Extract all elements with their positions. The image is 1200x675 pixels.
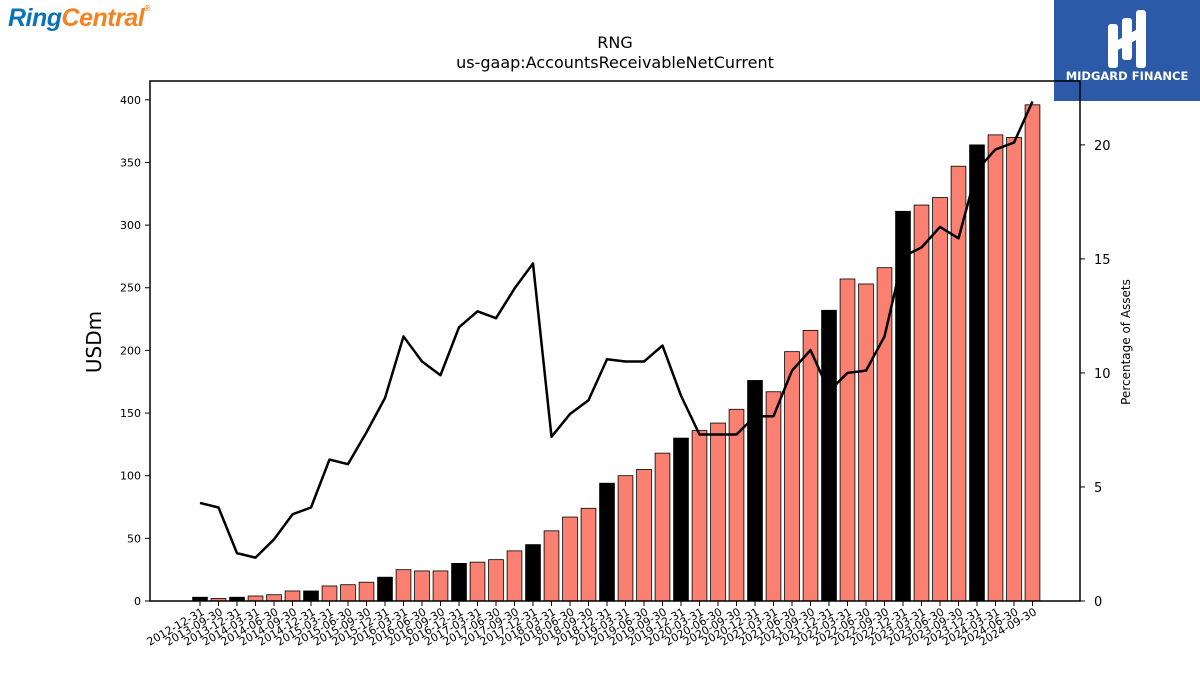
bar — [932, 197, 948, 602]
bar — [340, 584, 356, 602]
ringcentral-logo: RingCentral® — [8, 4, 150, 32]
bar — [747, 380, 763, 602]
bar — [950, 165, 967, 602]
bar — [636, 469, 652, 602]
bar — [858, 283, 874, 602]
y2-tick-label: 15 — [1094, 253, 1111, 268]
y-axis-label: USDm — [82, 311, 106, 373]
y2-tick-label: 10 — [1094, 367, 1111, 382]
y-tick-label: 150 — [120, 407, 141, 420]
bar — [784, 351, 800, 602]
bar — [654, 452, 671, 602]
y2-tick-label: 5 — [1094, 481, 1102, 496]
bar — [358, 581, 375, 602]
bar — [247, 595, 264, 602]
bar — [488, 559, 504, 602]
bar — [728, 408, 745, 602]
bar — [691, 430, 708, 602]
bar — [969, 144, 985, 602]
bar — [802, 329, 819, 602]
bar — [321, 585, 338, 602]
bar — [765, 391, 782, 602]
bar — [913, 204, 930, 602]
bar — [1006, 136, 1022, 602]
chart-title: RNG — [597, 33, 632, 52]
bar — [839, 278, 856, 602]
bar — [432, 570, 449, 602]
bar — [895, 210, 911, 602]
y2-axis-label: Percentage of Assets — [1119, 279, 1133, 405]
plot-frame — [149, 80, 1081, 602]
bar — [543, 530, 560, 602]
bar — [303, 590, 319, 602]
bar — [599, 482, 615, 602]
bar — [469, 561, 486, 602]
bar — [580, 507, 597, 602]
percentage-line — [199, 101, 1034, 559]
bar — [617, 475, 634, 602]
bar — [525, 544, 541, 602]
midgard-finance-badge: MIDGARD FINANCE — [1054, 0, 1200, 101]
y-tick-label: 400 — [120, 94, 141, 107]
bar — [377, 576, 393, 602]
bar — [821, 309, 837, 602]
y-tick-label: 350 — [120, 156, 141, 169]
bar — [710, 422, 726, 602]
y-tick-label: 300 — [120, 219, 141, 232]
bar — [506, 550, 523, 602]
bar — [284, 590, 301, 602]
bar — [1024, 104, 1041, 602]
y-tick-label: 250 — [120, 282, 141, 295]
y-tick-label: 200 — [120, 344, 141, 357]
y-tick-label: 100 — [120, 470, 141, 483]
bar — [266, 594, 282, 602]
badge-name: MIDGARD FINANCE — [1065, 69, 1189, 83]
bar — [395, 569, 412, 602]
y2-tick-label: 0 — [1094, 595, 1102, 610]
bar — [673, 437, 689, 602]
bar — [414, 570, 430, 602]
y-tick-label: 0 — [134, 595, 141, 608]
bar — [987, 134, 1004, 602]
y2-tick-label: 20 — [1094, 139, 1111, 154]
midgard-logo-icon — [1108, 10, 1146, 68]
y-tick-label: 50 — [127, 532, 141, 545]
chart-subtitle: us-gaap:AccountsReceivableNetCurrent — [456, 53, 774, 72]
bar — [562, 516, 578, 602]
bar — [451, 563, 467, 602]
